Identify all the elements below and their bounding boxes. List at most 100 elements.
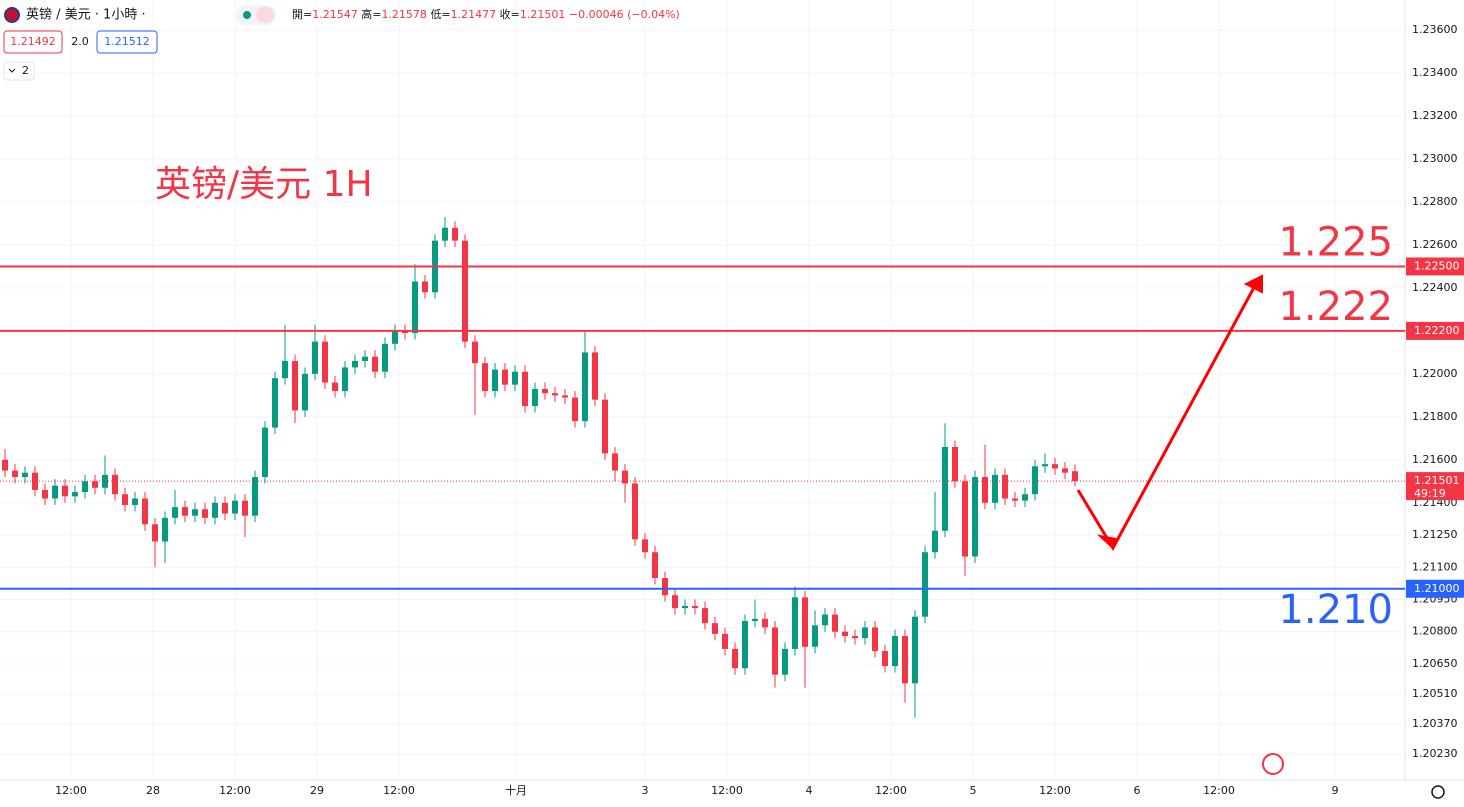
candle-body — [312, 341, 318, 374]
x-tick-label: 5 — [970, 784, 977, 797]
candle-body — [292, 360, 298, 411]
last-price-tag — [1406, 472, 1464, 501]
candle-body — [72, 492, 78, 497]
candle-body — [272, 378, 278, 428]
candle-body — [342, 367, 348, 392]
candle-body — [612, 453, 618, 471]
grid — [0, 0, 1405, 780]
candle-body — [362, 356, 368, 361]
candle-body — [922, 552, 928, 617]
candle-body — [1042, 464, 1048, 467]
x-tick-label: 4 — [806, 784, 813, 797]
candle-body — [792, 597, 798, 649]
candle-body — [652, 552, 658, 579]
x-tick-label: 12:00 — [711, 784, 743, 797]
legend-label: 收= — [500, 7, 520, 21]
candle-body — [152, 524, 158, 542]
x-tick-label: 3 — [642, 784, 649, 797]
x-tick-label: 12:00 — [1203, 784, 1235, 797]
candle-body — [242, 500, 248, 516]
candle-body — [162, 517, 168, 542]
candle-body — [902, 636, 908, 684]
candle-body — [422, 281, 428, 293]
status-icon — [256, 7, 274, 23]
levels: 1.225 1.222 1.210 — [0, 219, 1405, 633]
x-tick-label: 12:00 — [875, 784, 907, 797]
candle-body — [632, 483, 638, 540]
candle-body — [552, 393, 558, 396]
candle-body — [22, 472, 28, 478]
bid: 1.21492 — [10, 35, 56, 48]
candle-body — [742, 620, 748, 669]
x-tick-label: 6 — [1134, 784, 1141, 797]
candle-body — [302, 373, 308, 411]
candle-body — [892, 636, 898, 667]
market-open-dot — [243, 11, 251, 19]
level-tag-label: 1.22500 — [1414, 259, 1460, 272]
y-tick-label: 1.20370 — [1412, 717, 1458, 730]
candle-body — [932, 530, 938, 553]
ohlc-legend: 開=1.21547 高=1.21578 低=1.21477 收=1.21501 … — [292, 7, 680, 21]
candle-body — [572, 397, 578, 422]
buy-button[interactable] — [96, 30, 158, 54]
candle-body — [382, 343, 388, 372]
plot — [2, 217, 1078, 718]
x-tick-label: 十月 — [505, 783, 527, 797]
candle-body — [12, 470, 18, 478]
candle-body — [972, 477, 978, 557]
candle-body — [732, 648, 738, 669]
indicators-toggle[interactable] — [3, 61, 35, 81]
settings-icon[interactable] — [1431, 785, 1445, 799]
change-pct: (−0.04%) — [627, 8, 680, 21]
level-tag — [1406, 579, 1464, 598]
candle-body — [412, 281, 418, 334]
x-tick-label: 29 — [310, 784, 324, 797]
level-tag-label: 1.22200 — [1414, 324, 1460, 337]
candle-body — [62, 485, 68, 497]
candle-body — [322, 341, 328, 383]
candle-body — [542, 388, 548, 394]
ask: 1.21512 — [104, 35, 150, 48]
candle-body — [522, 371, 528, 407]
candle-body — [52, 485, 58, 499]
level-label: 1.222 — [1278, 284, 1393, 330]
candle-body — [642, 539, 648, 553]
candle-body — [1052, 464, 1058, 469]
level-label: 1.210 — [1278, 587, 1393, 633]
candle-body — [332, 382, 338, 392]
candle-body — [1002, 474, 1008, 499]
spread: 2.0 — [71, 35, 89, 48]
y-tick-label: 1.20510 — [1412, 687, 1458, 700]
candle-body — [762, 618, 768, 628]
sell-button[interactable] — [3, 30, 63, 54]
y-tick-label: 1.21100 — [1412, 560, 1458, 573]
y-tick-label: 1.23200 — [1412, 109, 1458, 122]
candle-body — [402, 330, 408, 334]
candle-body — [192, 509, 198, 516]
candle-body — [212, 502, 218, 518]
candle-body — [752, 618, 758, 621]
candle-body — [772, 627, 778, 675]
candle-body — [682, 605, 688, 609]
event-flag[interactable] — [1262, 753, 1284, 775]
candle-body — [872, 627, 878, 652]
candle-body — [602, 399, 608, 454]
candle-body — [452, 227, 458, 241]
y-tick-label: 1.20650 — [1412, 657, 1458, 670]
candle-body — [1072, 471, 1078, 482]
x-tick-label: 12:00 — [1039, 784, 1071, 797]
y-tick-label: 1.23600 — [1412, 23, 1458, 36]
candle-body — [222, 502, 228, 514]
candle-body — [832, 614, 838, 632]
candle-body — [512, 371, 518, 385]
candle-body — [182, 507, 188, 516]
candle-body — [372, 356, 378, 372]
annotation-title: 英镑/美元 1H — [155, 164, 373, 205]
candle-body — [42, 489, 48, 499]
y-tick-label: 1.20230 — [1412, 747, 1458, 760]
candle-body — [472, 341, 478, 364]
legend-value: 1.21477 — [451, 8, 497, 21]
level-tag-label: 1.21000 — [1414, 582, 1460, 595]
y-tick-label: 1.21600 — [1412, 453, 1458, 466]
